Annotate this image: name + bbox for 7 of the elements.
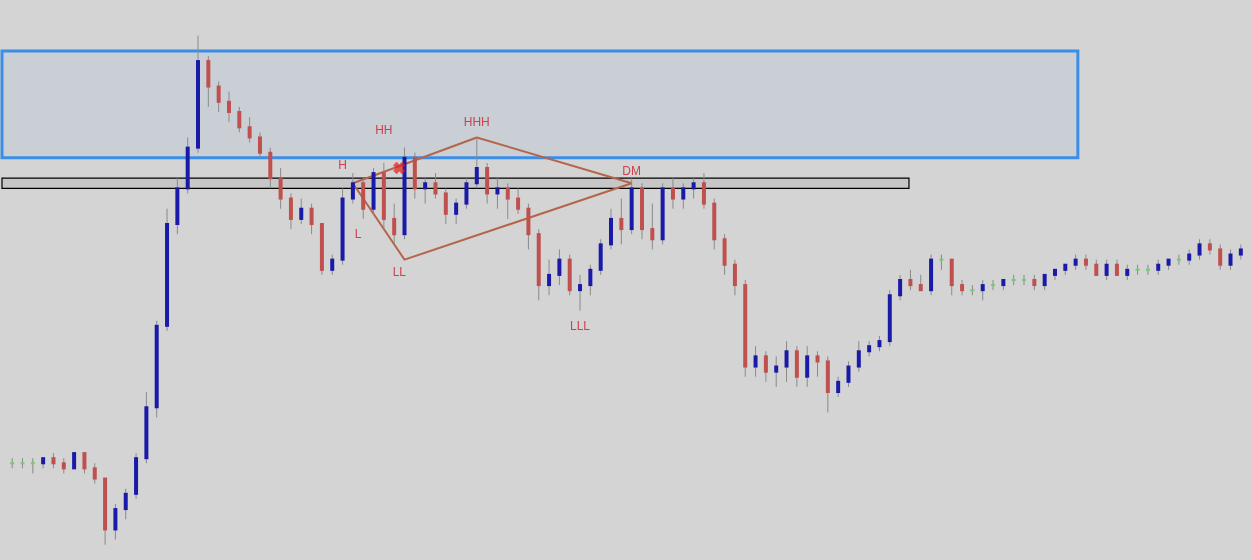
annotation: LL [392, 265, 407, 280]
annotation: H [338, 158, 347, 173]
annotation: DM [622, 163, 641, 178]
annotation: L [354, 227, 362, 242]
annotation: HH [375, 122, 393, 137]
annotation: LLL [570, 318, 591, 333]
annotation: HHH [463, 115, 490, 130]
